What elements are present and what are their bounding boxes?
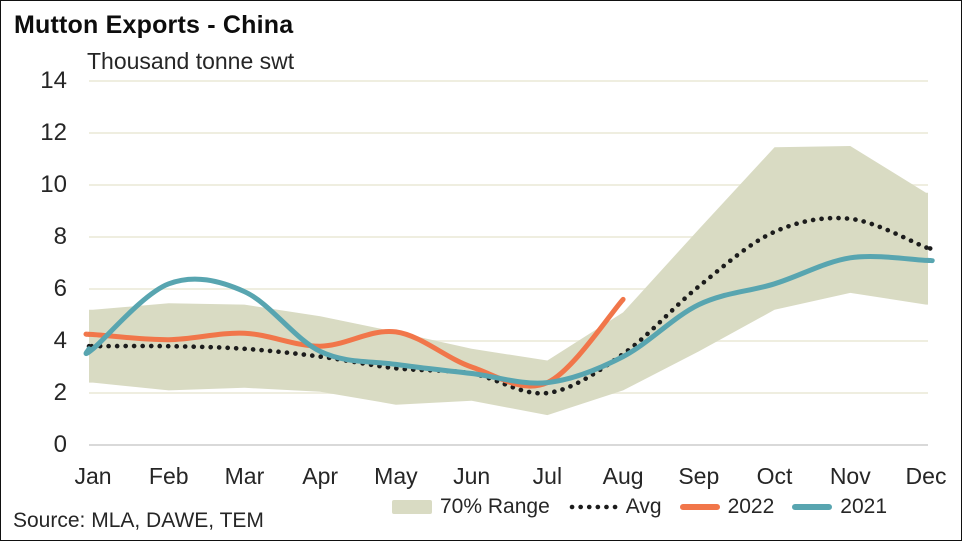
dotted-line-icon xyxy=(569,504,618,510)
y-axis-label: 10 xyxy=(40,171,67,198)
x-axis-label: Sep xyxy=(678,463,720,489)
band-swatch-icon xyxy=(392,500,432,514)
source-caption: Source: MLA, DAWE, TEM xyxy=(13,509,264,532)
x-axis-label: Aug xyxy=(602,463,644,489)
x-axis-label: Nov xyxy=(829,463,871,489)
chart-title: Mutton Exports - China xyxy=(14,11,294,39)
legend-label: 70% Range xyxy=(440,495,550,518)
x-axis-label: May xyxy=(374,463,418,489)
avg-line xyxy=(83,215,935,396)
x-axis-label: Mar xyxy=(224,463,265,489)
legend-label: Avg xyxy=(625,495,662,518)
line-2021 xyxy=(83,254,935,386)
legend-item-70-range: 70% Range xyxy=(392,495,550,519)
x-axis-label: Jan xyxy=(74,463,112,489)
orange-line-icon xyxy=(679,504,720,510)
legend: 70% Range Avg 2022 2021 xyxy=(392,495,887,519)
x-axis-label: Apr xyxy=(302,463,339,489)
teal-line-icon xyxy=(792,504,833,510)
y-axis-label: 4 xyxy=(53,327,67,354)
x-axis-label: Jul xyxy=(532,463,563,489)
x-axis-label: Jun xyxy=(453,463,491,489)
legend-item-avg: Avg xyxy=(568,495,662,519)
y-axis-label: 12 xyxy=(40,119,67,146)
legend-label: 2022 xyxy=(727,495,775,518)
y-axis-label: 14 xyxy=(40,67,67,94)
legend-item-2021: 2021 xyxy=(792,495,887,519)
legend-item-2022: 2022 xyxy=(679,495,775,519)
y-axis-label: 0 xyxy=(53,431,67,458)
x-axis-label: Dec xyxy=(905,463,947,489)
y-axis-label: 2 xyxy=(53,379,67,406)
x-axis-label: Oct xyxy=(756,463,793,489)
band-70-range xyxy=(89,146,928,416)
axis-unit-label: Thousand tonne swt xyxy=(87,48,295,74)
y-axis-label: 8 xyxy=(53,223,67,250)
legend-label: 2021 xyxy=(840,495,887,518)
x-axis-label: Feb xyxy=(148,463,189,489)
y-axis-label: 6 xyxy=(53,275,67,302)
